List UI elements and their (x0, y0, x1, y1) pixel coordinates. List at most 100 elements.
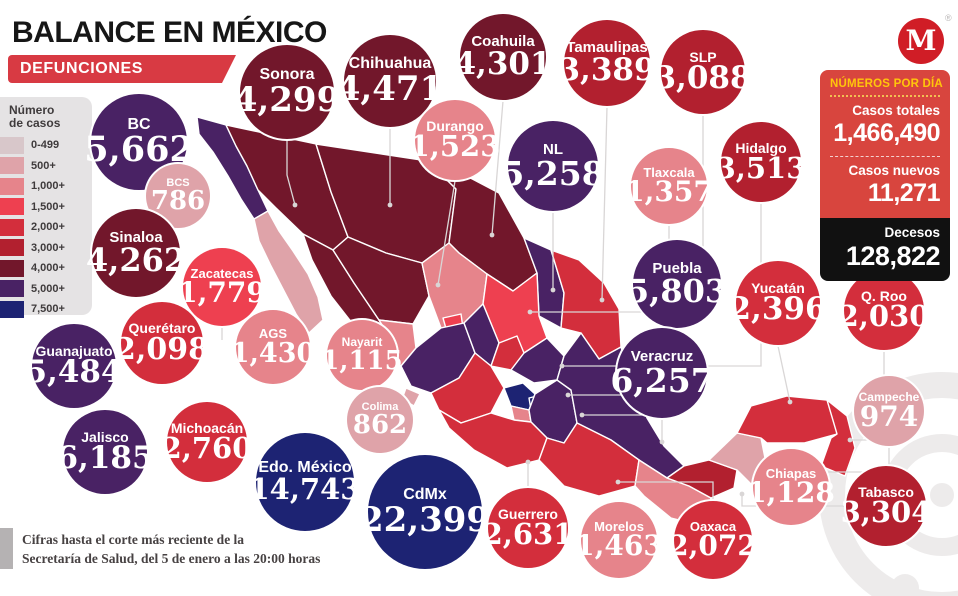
state-name: Tabasco (858, 483, 914, 500)
state-name: Oaxaca (689, 518, 737, 534)
state-value: 6,257 (610, 360, 714, 400)
state-bubble-guerrero: Guerrero 2,631 (483, 488, 573, 568)
milenio-m-letter: M (905, 24, 937, 57)
decesos-section: Decesos 128,822 (820, 218, 950, 281)
state-bubble-campeche: Campeche 974 (854, 376, 924, 446)
legend-label: 1,000+ (31, 180, 65, 193)
state-bubble-nayarit: Nayarit 1,115 (321, 320, 403, 390)
page-title: BALANCE EN MÉXICO (12, 16, 328, 49)
state-bubble-colima: Colima 862 (347, 387, 413, 453)
state-value: 1,128 (747, 476, 835, 510)
state-value: 4,299 (233, 79, 341, 120)
state-bubble-guanajuato: Guanajuato 5,484 (25, 324, 123, 408)
state-value: 2,098 (115, 331, 209, 367)
state-value: 1,523 (409, 129, 501, 164)
state-bubble-cdmx: CdMx 22,399 (360, 455, 490, 569)
state-name: Veracruz (630, 348, 694, 366)
legend-item: 0-499 (0, 135, 92, 156)
milenio-logo: M (898, 18, 944, 64)
state-name: Q. Roo (861, 287, 907, 304)
state-bubble-yucat-n: Yucatán 2,396 (729, 261, 827, 345)
state-value: 2,072 (669, 529, 757, 563)
state-name: Guerrero (498, 505, 558, 522)
state-name: Morelos (594, 518, 644, 534)
map-region-bcs (253, 210, 324, 334)
state-bubble-veracruz: Veracruz 6,257 (610, 328, 714, 418)
legend-title: Número de casos (9, 103, 61, 130)
state-value: 5,258 (501, 153, 605, 193)
state-name: NL (543, 141, 563, 159)
state-value: 974 (859, 399, 919, 433)
state-name: Jalisco (81, 428, 129, 445)
state-value: 1,779 (178, 276, 266, 310)
footer-text: Cifras hasta el corte más reciente de la… (22, 532, 321, 566)
state-value: 4,262 (85, 241, 187, 280)
legend-label: 2,000+ (31, 221, 65, 234)
state-value: 1,357 (625, 175, 713, 209)
state-bubble-oaxaca: Oaxaca 2,072 (669, 501, 757, 579)
state-name: Guanajuato (35, 342, 113, 359)
state-value: 2,760 (161, 431, 253, 466)
legend-item: 3,000+ (0, 238, 92, 259)
legend-item: 2,000+ (0, 217, 92, 238)
decesos-label: Decesos (884, 225, 940, 240)
legend-label: 500+ (31, 159, 56, 172)
page-title-bold: MÉXICO (211, 16, 328, 49)
state-bubble-quer-taro: Querétaro 2,098 (115, 302, 209, 384)
state-name: Zacatecas (190, 265, 254, 281)
state-value: 3,304 (840, 495, 932, 530)
state-name: SLP (689, 48, 717, 65)
state-name: Tamaulipas (566, 39, 648, 57)
state-name: Campeche (858, 390, 920, 405)
state-value: 5,662 (84, 129, 194, 171)
state-name: Chihuahua (348, 55, 432, 73)
registered-mark: ® (945, 13, 952, 23)
state-name: Querétaro (128, 320, 196, 337)
legend-rows: 0-499 500+ 1,000+ 1,500+ 2,000+ 3,000+ 4,000+ 5… (0, 135, 92, 320)
footer-note: Cifras hasta el corte más reciente de la… (0, 528, 320, 569)
state-value: 862 (352, 410, 408, 441)
daily-numbers-red-section: NÚMEROS POR DÍA Casos totales 1,466,490 … (820, 70, 950, 218)
legend-label: 4,000+ (31, 262, 65, 275)
legend-item: 500+ (0, 156, 92, 177)
state-name: Sinaloa (109, 228, 163, 246)
legend-label: 1,500+ (31, 200, 65, 213)
state-name: BCS (166, 176, 190, 189)
legend-label: 3,000+ (31, 241, 65, 254)
state-value: 5,484 (25, 354, 123, 391)
legend-item: 5,000+ (0, 279, 92, 300)
state-name: Chiapas (765, 465, 817, 481)
state-value: 2,396 (729, 291, 827, 328)
state-value: 14,743 (249, 472, 361, 507)
state-name: Edo. México (258, 458, 352, 476)
legend-item: 7,500+ (0, 299, 92, 320)
legend-item: 1,000+ (0, 176, 92, 197)
state-bubble-chiapas: Chiapas 1,128 (747, 449, 835, 525)
state-value: 3,088 (654, 60, 752, 97)
state-name: Hidalgo (735, 139, 787, 156)
legend-swatch (0, 136, 24, 154)
state-bubble-durango: Durango 1,523 (410, 100, 500, 180)
legend-swatch (0, 157, 24, 175)
state-value: 22,399 (359, 499, 491, 540)
defunciones-badge: DEFUNCIONES (8, 55, 236, 83)
state-bubble-hidalgo: Hidalgo 3,513 (716, 122, 806, 202)
casos-nuevos-label: Casos nuevos (848, 163, 940, 178)
state-bubble-tamaulipas: Tamaulipas 3,389 (558, 20, 656, 106)
state-bubble-tabasco: Tabasco 3,304 (841, 466, 931, 546)
legend-swatch (0, 218, 24, 236)
state-name: Tlaxcala (643, 164, 695, 180)
state-bubble-edo-m-xico: Edo. México 14,743 (250, 433, 361, 531)
dashed-divider (830, 156, 940, 157)
state-value: 1,463 (575, 529, 663, 563)
state-bubble-slp: SLP 3,088 (654, 30, 752, 114)
daily-numbers-panel: NÚMEROS POR DÍA Casos totales 1,466,490 … (820, 70, 950, 281)
state-name: CdMx (403, 486, 447, 504)
legend-swatch (0, 239, 24, 257)
decesos-value: 128,822 (845, 241, 941, 271)
state-value: 2,631 (482, 517, 574, 552)
legend-label: 7,500+ (31, 303, 65, 316)
state-bubble-morelos: Morelos 1,463 (575, 502, 663, 578)
state-bubble-puebla: Puebla 5,803 (627, 240, 727, 328)
